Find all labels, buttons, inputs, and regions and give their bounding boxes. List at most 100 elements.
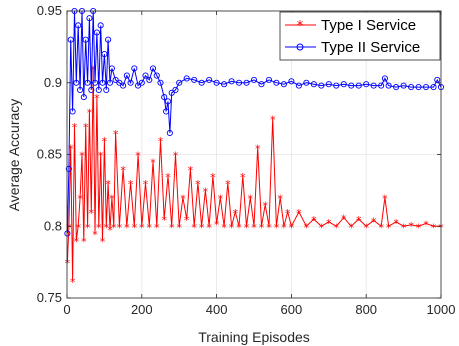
data-point bbox=[166, 129, 173, 137]
data-point: * bbox=[259, 221, 265, 234]
data-point: * bbox=[334, 221, 340, 234]
data-point bbox=[163, 108, 170, 115]
y-tick-label: 0.75 bbox=[37, 290, 62, 305]
data-point bbox=[112, 76, 119, 83]
data-point bbox=[378, 82, 385, 89]
x-axis-label: Training Episodes bbox=[198, 329, 310, 345]
data-point bbox=[221, 81, 228, 88]
data-point: * bbox=[356, 214, 362, 227]
data-point: * bbox=[139, 221, 145, 234]
data-point: * bbox=[111, 221, 117, 234]
series-1: ****************************************… bbox=[65, 63, 445, 288]
data-point bbox=[385, 82, 392, 89]
y-tick-label: 0.95 bbox=[37, 3, 62, 18]
legend-box bbox=[279, 11, 441, 61]
data-point: * bbox=[206, 221, 212, 234]
data-point: * bbox=[199, 221, 205, 234]
y-tick-label: 0.8 bbox=[44, 218, 62, 233]
data-point bbox=[146, 76, 153, 83]
data-point bbox=[213, 79, 220, 86]
data-point bbox=[340, 81, 347, 88]
data-point bbox=[318, 82, 325, 89]
data-point bbox=[183, 75, 190, 82]
data-point: * bbox=[229, 221, 235, 234]
data-point: * bbox=[158, 135, 164, 148]
data-point: * bbox=[248, 193, 254, 206]
data-point bbox=[86, 15, 93, 22]
series-layer: ****************************************… bbox=[64, 7, 445, 289]
data-point bbox=[108, 65, 115, 72]
data-point bbox=[168, 89, 175, 96]
data-point: * bbox=[150, 157, 156, 170]
data-point bbox=[191, 76, 198, 83]
data-point: * bbox=[169, 221, 175, 234]
data-point: * bbox=[240, 171, 246, 184]
data-point: * bbox=[147, 221, 153, 234]
data-point bbox=[65, 165, 72, 172]
data-point: * bbox=[74, 236, 80, 249]
series-2 bbox=[64, 7, 445, 237]
data-point: * bbox=[431, 221, 437, 234]
data-point: * bbox=[117, 221, 123, 234]
data-point: * bbox=[79, 150, 85, 163]
data-point bbox=[348, 82, 355, 89]
data-point bbox=[142, 72, 149, 79]
data-point: * bbox=[195, 178, 201, 191]
data-point: * bbox=[180, 193, 186, 206]
data-point: * bbox=[92, 228, 98, 241]
data-point: * bbox=[105, 178, 111, 191]
data-point bbox=[127, 79, 134, 86]
legend: * Type I Service Type II Service bbox=[279, 11, 441, 61]
data-point: * bbox=[188, 164, 194, 177]
data-point: * bbox=[393, 217, 399, 230]
data-point: * bbox=[210, 171, 216, 184]
data-point bbox=[82, 36, 89, 43]
data-point bbox=[69, 108, 76, 115]
data-point bbox=[273, 79, 280, 86]
data-point bbox=[422, 84, 430, 91]
data-point bbox=[303, 79, 310, 86]
data-point bbox=[67, 36, 74, 43]
data-point: * bbox=[132, 221, 138, 234]
data-point bbox=[310, 81, 317, 88]
data-point: * bbox=[75, 221, 81, 234]
data-point: * bbox=[262, 200, 268, 213]
data-point bbox=[93, 29, 100, 36]
data-point bbox=[325, 81, 332, 88]
data-point bbox=[206, 76, 213, 83]
data-point: * bbox=[326, 217, 332, 230]
data-point bbox=[116, 79, 123, 86]
data-point: * bbox=[277, 193, 283, 206]
y-axis-label: Average Accuracy bbox=[6, 99, 22, 212]
data-point bbox=[172, 86, 179, 93]
data-point: * bbox=[77, 193, 83, 206]
data-point: * bbox=[382, 193, 388, 206]
data-point: * bbox=[120, 164, 126, 177]
data-point: * bbox=[135, 150, 141, 163]
x-tick-label: 200 bbox=[131, 302, 153, 317]
data-point: * bbox=[90, 63, 96, 76]
data-point: * bbox=[270, 114, 276, 127]
data-point: * bbox=[203, 185, 209, 198]
data-point: * bbox=[341, 213, 347, 226]
data-point bbox=[135, 82, 142, 89]
data-point bbox=[157, 79, 164, 86]
data-point bbox=[123, 72, 130, 79]
series-1-line bbox=[66, 68, 441, 281]
data-point bbox=[97, 22, 104, 29]
data-point: * bbox=[107, 224, 113, 237]
data-point: * bbox=[104, 221, 110, 234]
data-point: * bbox=[304, 221, 310, 234]
data-point: * bbox=[255, 142, 261, 155]
data-point bbox=[149, 65, 157, 72]
data-point: * bbox=[81, 236, 87, 249]
data-point: * bbox=[184, 214, 190, 227]
data-point: * bbox=[236, 221, 242, 234]
data-point bbox=[106, 79, 114, 86]
data-point: * bbox=[165, 171, 171, 184]
data-point: * bbox=[66, 221, 72, 234]
data-point bbox=[355, 82, 362, 89]
data-point bbox=[381, 75, 388, 82]
data-point: * bbox=[266, 221, 272, 234]
data-point bbox=[138, 79, 145, 86]
